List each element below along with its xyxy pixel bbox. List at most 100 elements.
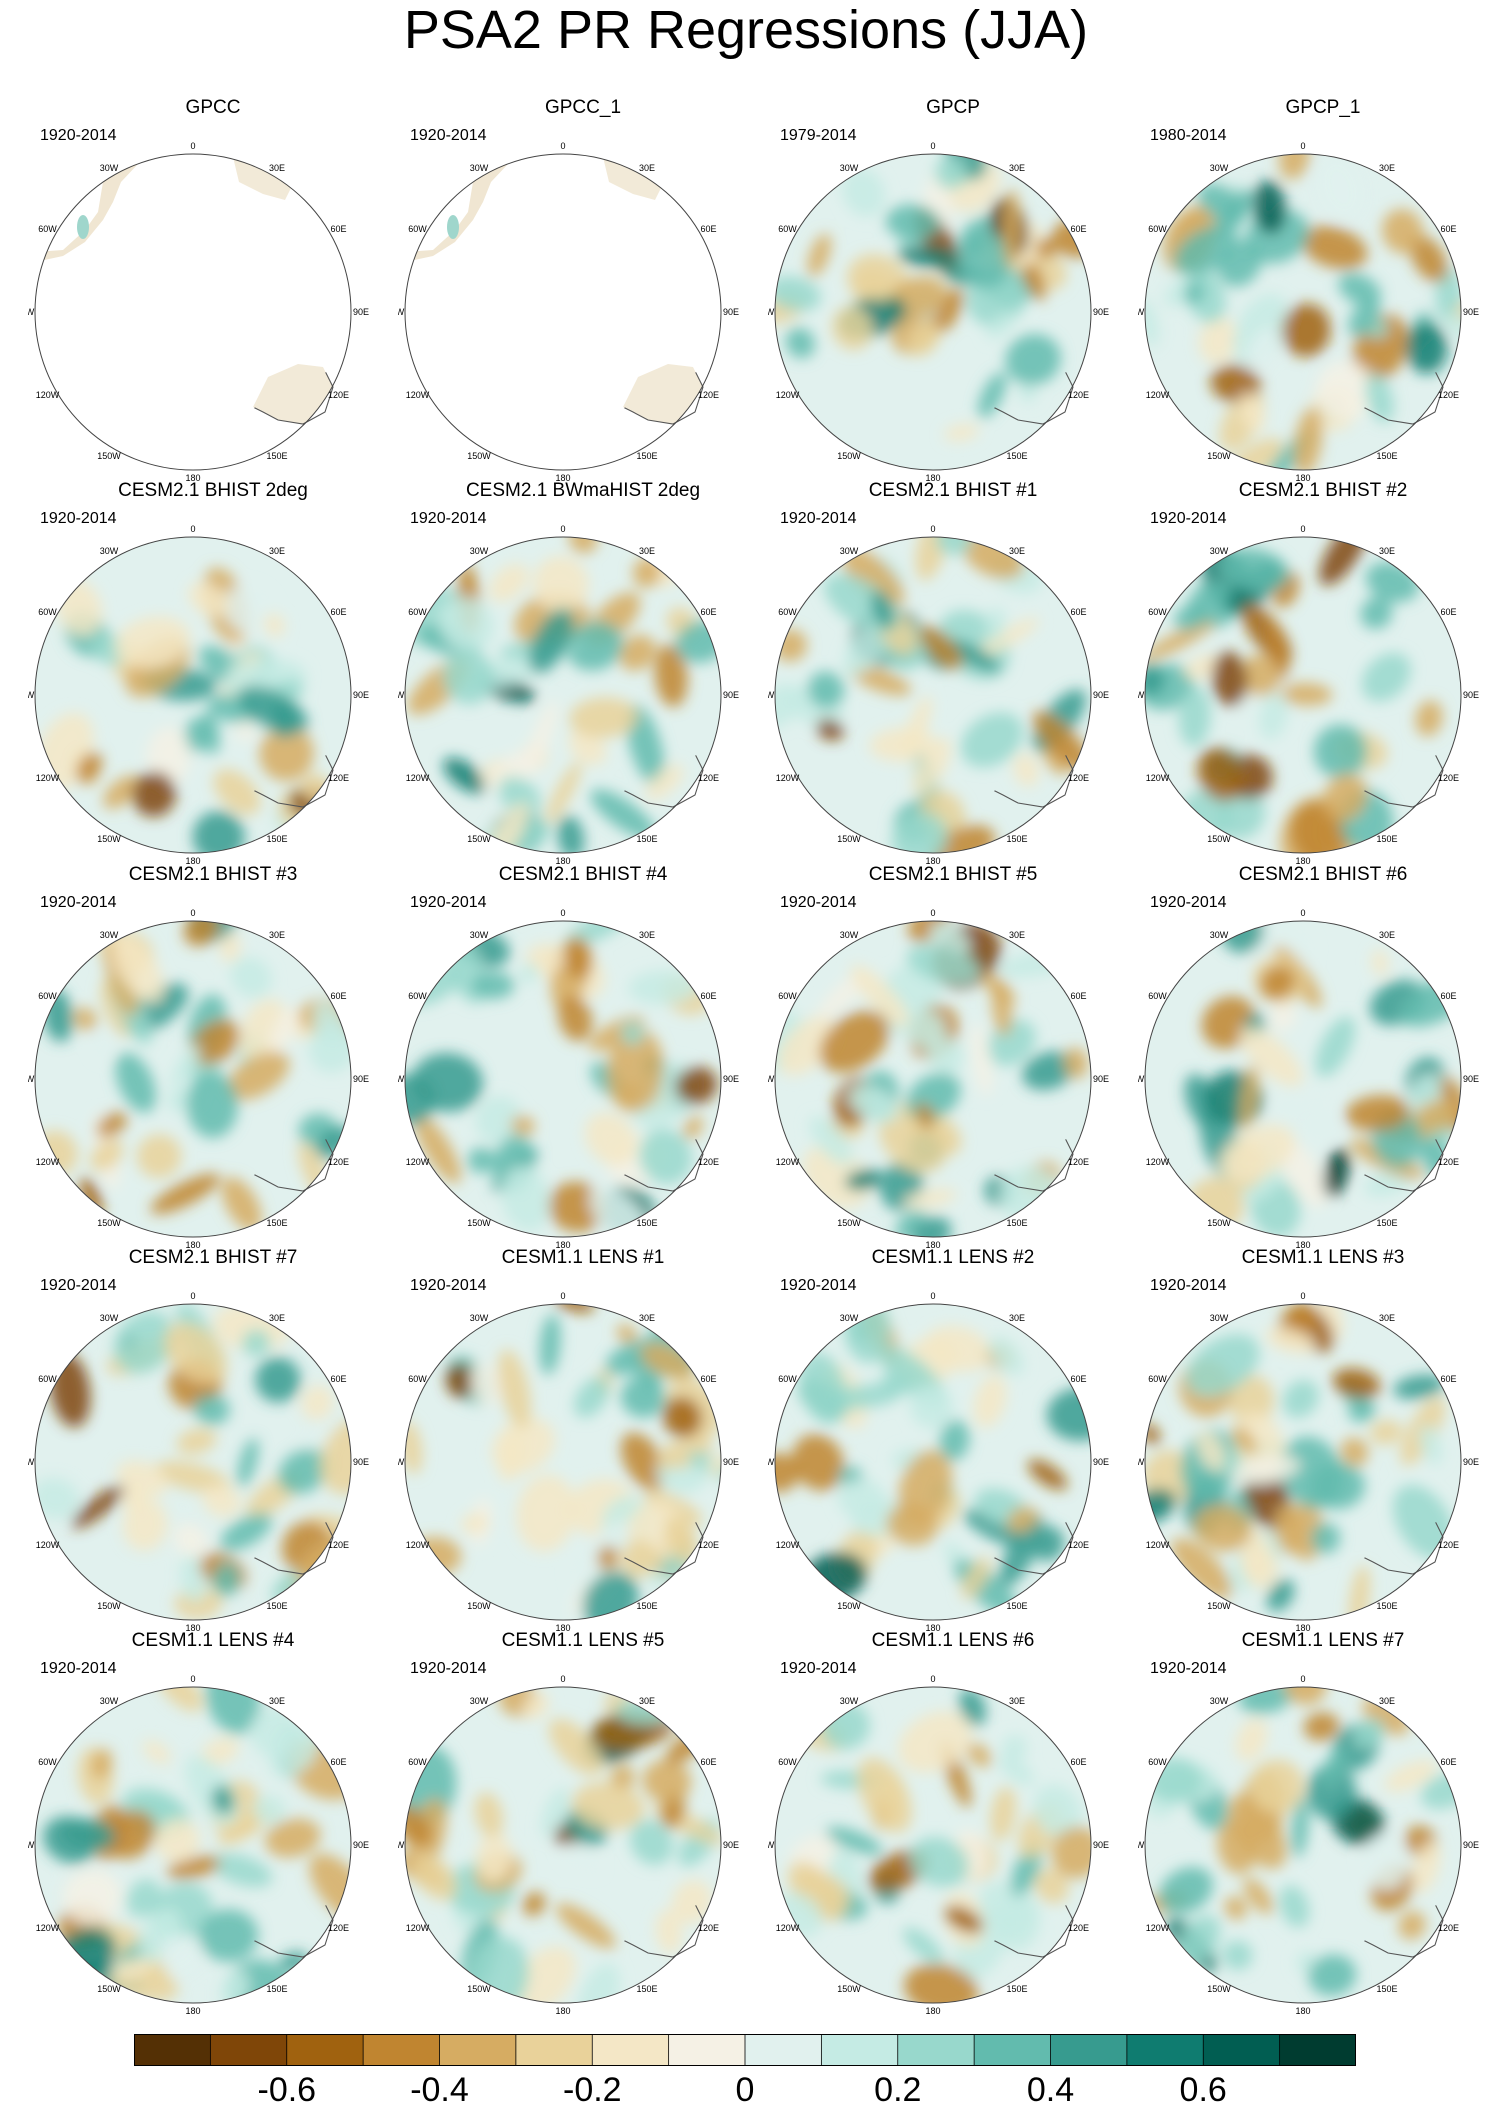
longitude-label: 60E — [700, 1757, 716, 1767]
longitude-label: 90E — [353, 1457, 369, 1467]
longitude-label: 0 — [190, 908, 195, 918]
longitude-label: 180 — [185, 473, 200, 482]
polar-map: 0 30E 60E 90E 120E 150E 180 150W 120W 90W 60W 30W — [28, 524, 369, 865]
longitude-label: 150W — [97, 1984, 121, 1994]
longitude-label: 180 — [555, 1240, 570, 1249]
longitude-label: 150E — [636, 451, 657, 461]
longitude-label: 60W — [778, 1757, 797, 1767]
longitude-label: 90W — [398, 1074, 405, 1084]
longitude-label: 180 — [925, 1623, 940, 1632]
longitude-label: 120E — [698, 1540, 719, 1550]
panel-years: 1920-2014 — [40, 1277, 117, 1294]
longitude-label: 60W — [778, 224, 797, 234]
longitude-label: 60E — [1440, 224, 1456, 234]
longitude-label: 150E — [266, 1601, 287, 1611]
longitude-label: 90E — [723, 690, 739, 700]
longitude-label: 120E — [1068, 1157, 1089, 1167]
longitude-label: 0 — [1300, 524, 1305, 534]
longitude-label: 30E — [1009, 546, 1025, 556]
longitude-label: 60W — [408, 224, 427, 234]
longitude-label: 60W — [1148, 991, 1167, 1001]
map-panel: CESM2.1 BHIST #1 1920-2014 0 30E 60E 90E 120E 1… — [768, 480, 1138, 865]
longitude-label: 120E — [698, 773, 719, 783]
longitude-label: 180 — [555, 2006, 570, 2015]
panel-title: GPCC — [185, 97, 241, 118]
longitude-label: 120W — [36, 390, 60, 400]
longitude-label: 120W — [776, 1540, 800, 1550]
longitude-label: 0 — [190, 524, 195, 534]
map-panel: CESM1.1 LENS #7 1920-2014 0 30E 60E 90E 120E 15… — [1138, 1630, 1492, 2015]
longitude-label: 0 — [1300, 141, 1305, 151]
longitude-label: 60E — [1440, 1374, 1456, 1384]
regression-field — [1145, 921, 1461, 1237]
longitude-label: 60W — [1148, 607, 1167, 617]
longitude-label: 150E — [1376, 451, 1397, 461]
panel-title: CESM1.1 LENS #5 — [501, 1630, 665, 1651]
longitude-label: 90W — [1138, 1074, 1145, 1084]
longitude-label: 150E — [266, 1218, 287, 1228]
longitude-label: 90W — [28, 307, 35, 317]
longitude-label: 150W — [837, 1601, 861, 1611]
map-panel: GPCP 1979-2014 0 30E 60E 90E 120E 150E 180 150W 12… — [768, 97, 1138, 482]
panel-years: 1920-2014 — [780, 1660, 857, 1677]
panel-title: CESM2.1 BHIST #2 — [1238, 480, 1408, 501]
longitude-label: 120E — [328, 1540, 349, 1550]
polar-map: 0 30E 60E 90E 120E 150E 180 150W 120W 90W 60W 30W — [768, 1674, 1109, 2015]
longitude-label: 120E — [1438, 1157, 1459, 1167]
longitude-label: 60E — [330, 607, 346, 617]
panel-years: 1920-2014 — [780, 894, 857, 911]
colorbar-tick-label: 0 — [735, 2071, 755, 2109]
longitude-label: 90W — [1138, 690, 1145, 700]
map-panel: GPCC 1920-2014 0 30E 60E 90E 120E 150E 180 150W 12… — [28, 97, 398, 482]
longitude-label: 90W — [768, 307, 775, 317]
longitude-label: 60W — [408, 991, 427, 1001]
longitude-label: 90W — [28, 690, 35, 700]
longitude-label: 120E — [1068, 1923, 1089, 1933]
longitude-label: 150W — [467, 1984, 491, 1994]
longitude-label: 150W — [97, 1218, 121, 1228]
longitude-label: 150W — [1207, 1984, 1231, 1994]
longitude-label: 150E — [1376, 1218, 1397, 1228]
longitude-label: 150E — [1006, 1218, 1027, 1228]
longitude-label: 90W — [28, 1840, 35, 1850]
longitude-label: 120W — [776, 390, 800, 400]
colorbar — [134, 2034, 1356, 2066]
longitude-label: 150W — [467, 451, 491, 461]
longitude-label: 90E — [1093, 1840, 1109, 1850]
longitude-label: 180 — [555, 473, 570, 482]
longitude-label: 0 — [560, 524, 565, 534]
panel-title: CESM2.1 BHIST #6 — [1238, 864, 1408, 885]
longitude-label: 0 — [1300, 1674, 1305, 1684]
longitude-label: 120W — [406, 1923, 430, 1933]
panel-years: 1920-2014 — [40, 1660, 117, 1677]
longitude-label: 90E — [353, 1074, 369, 1084]
longitude-label: 30E — [269, 163, 285, 173]
regression-field — [775, 537, 1091, 853]
longitude-label: 120W — [406, 1540, 430, 1550]
longitude-label: 60W — [408, 607, 427, 617]
longitude-label: 60E — [700, 991, 716, 1001]
panel-years: 1980-2014 — [1150, 127, 1227, 144]
longitude-label: 120E — [328, 773, 349, 783]
colorbar-tick-label: 0.6 — [1179, 2071, 1227, 2109]
longitude-label: 90E — [1463, 690, 1479, 700]
longitude-label: 30E — [1379, 163, 1395, 173]
longitude-label: 180 — [925, 2006, 940, 2015]
colorbar-swatch — [1050, 2034, 1128, 2066]
map-panel: CESM2.1 BWmaHIST 2deg 1920-2014 0 30E 60E 90E… — [398, 480, 768, 865]
colorbar-swatch — [744, 2034, 823, 2066]
panel-title: GPCP — [926, 97, 980, 118]
longitude-label: 150E — [266, 834, 287, 844]
longitude-label: 90W — [1138, 1840, 1145, 1850]
longitude-label: 150W — [467, 1218, 491, 1228]
longitude-label: 180 — [555, 856, 570, 865]
longitude-label: 90W — [28, 1074, 35, 1084]
polar-map: 0 30E 60E 90E 120E 150E 180 150W 120W 90W 60W 30W — [768, 141, 1109, 482]
longitude-label: 150E — [636, 1218, 657, 1228]
longitude-label: 30E — [1009, 163, 1025, 173]
longitude-label: 30E — [1379, 930, 1395, 940]
longitude-label: 90W — [398, 1457, 405, 1467]
regression-field — [775, 1304, 1091, 1620]
longitude-label: 180 — [1295, 1240, 1310, 1249]
longitude-label: 60W — [38, 1374, 57, 1384]
